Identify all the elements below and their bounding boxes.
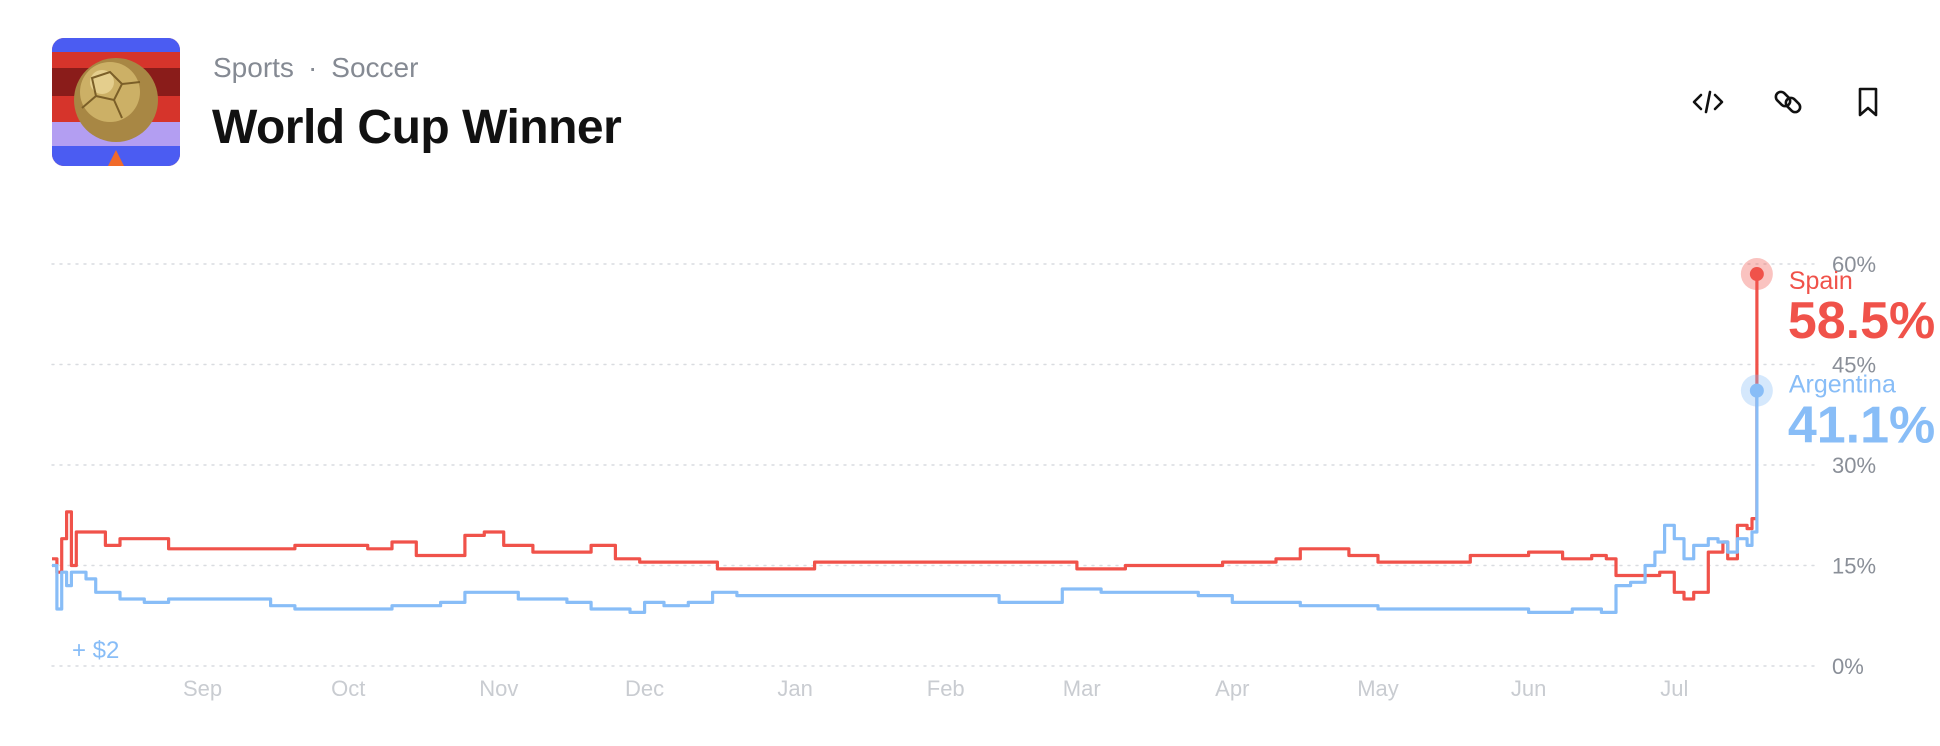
y-tick-label: 30% [1832,453,1876,478]
bookmark-icon [1858,87,1878,117]
x-tick-label: Jun [1511,676,1546,701]
x-tick-label: May [1357,676,1399,701]
series-value-spain: 58.5% [1788,292,1935,350]
x-tick-label: Oct [331,676,365,701]
x-tick-label: Nov [479,676,518,701]
grid-lines [51,263,1821,667]
breadcrumb: Sports · Soccer [213,52,418,84]
series-name-argentina: Argentina [1789,371,1896,399]
x-tick-label: Dec [625,676,664,701]
market-header: Sports · Soccer World Cup Winner [52,38,1888,166]
series-line-argentina [52,390,1759,614]
x-tick-label: Mar [1063,676,1101,701]
page-title: World Cup Winner [212,101,622,154]
series-lines [52,274,1759,614]
series-name-spain: Spain [1789,267,1853,295]
x-tick-label: Apr [1215,676,1249,701]
code-icon [1692,90,1724,114]
subcategory-link[interactable]: Soccer [331,52,419,83]
embed-button[interactable] [1688,82,1728,122]
category-link[interactable]: Sports [213,52,294,83]
copy-link-button[interactable] [1768,82,1808,122]
series-end-markers [1740,258,1773,407]
end-marker-spain [1749,267,1764,282]
y-tick-label: 60% [1832,252,1876,277]
series-value-argentina: 41.1% [1788,397,1935,455]
link-icon [1774,90,1802,114]
bookmark-button[interactable] [1848,82,1888,122]
series-line-spain [52,274,1759,601]
x-tick-label: Feb [927,676,965,701]
x-tick-label: Jul [1660,676,1688,701]
y-tick-label: 0% [1832,654,1864,679]
world-cup-logo [52,38,180,166]
x-tick-label: Jan [777,676,812,701]
y-tick-label: 15% [1832,554,1876,579]
annotation-label: + $2 [72,637,119,664]
end-marker-argentina [1749,383,1764,398]
y-tick-label: 45% [1832,353,1876,378]
x-tick-label: Sep [183,676,222,701]
breadcrumb-separator: · [307,52,318,83]
y-axis-ticks: 0% 15% 30% 45% 60% [1832,252,1876,679]
header-actions [1688,82,1888,122]
x-axis-ticks: Sep Oct Nov Dec Jan Feb Mar Apr May Jun Jul [183,676,1688,701]
